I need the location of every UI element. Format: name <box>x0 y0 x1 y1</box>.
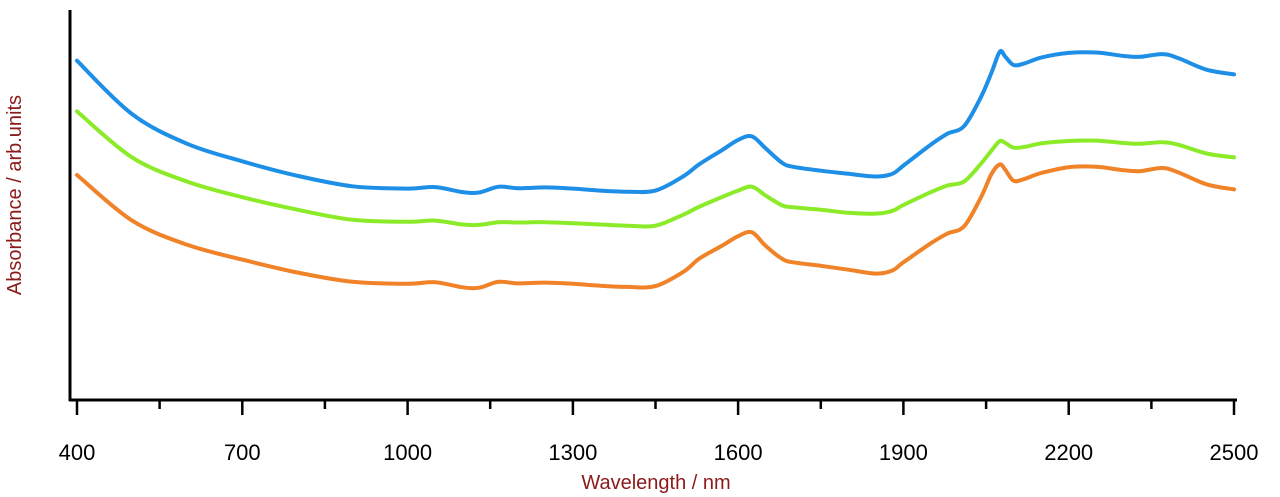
series-line-3 <box>75 162 1236 291</box>
x-tick-label-700: 700 <box>224 440 261 465</box>
series-line-1 <box>75 49 1236 196</box>
x-tick-label-1600: 1600 <box>714 440 763 465</box>
y-axis-title: Absorbance / arb.units <box>4 95 26 295</box>
x-tick-label-2500: 2500 <box>1210 440 1259 465</box>
x-tick-label-1000: 1000 <box>383 440 432 465</box>
x-tick-label-1300: 1300 <box>548 440 597 465</box>
x-axis-title: Wavelength / nm <box>581 472 730 494</box>
series-line-2 <box>75 109 1236 229</box>
ticks-layer: 400 700 1000 1300 1600 1900 2200 2500 <box>59 401 1259 465</box>
x-tick-label-2200: 2200 <box>1044 440 1093 465</box>
series-layer <box>75 49 1236 291</box>
x-tick-label-1900: 1900 <box>879 440 928 465</box>
x-tick-label-400: 400 <box>59 440 96 465</box>
